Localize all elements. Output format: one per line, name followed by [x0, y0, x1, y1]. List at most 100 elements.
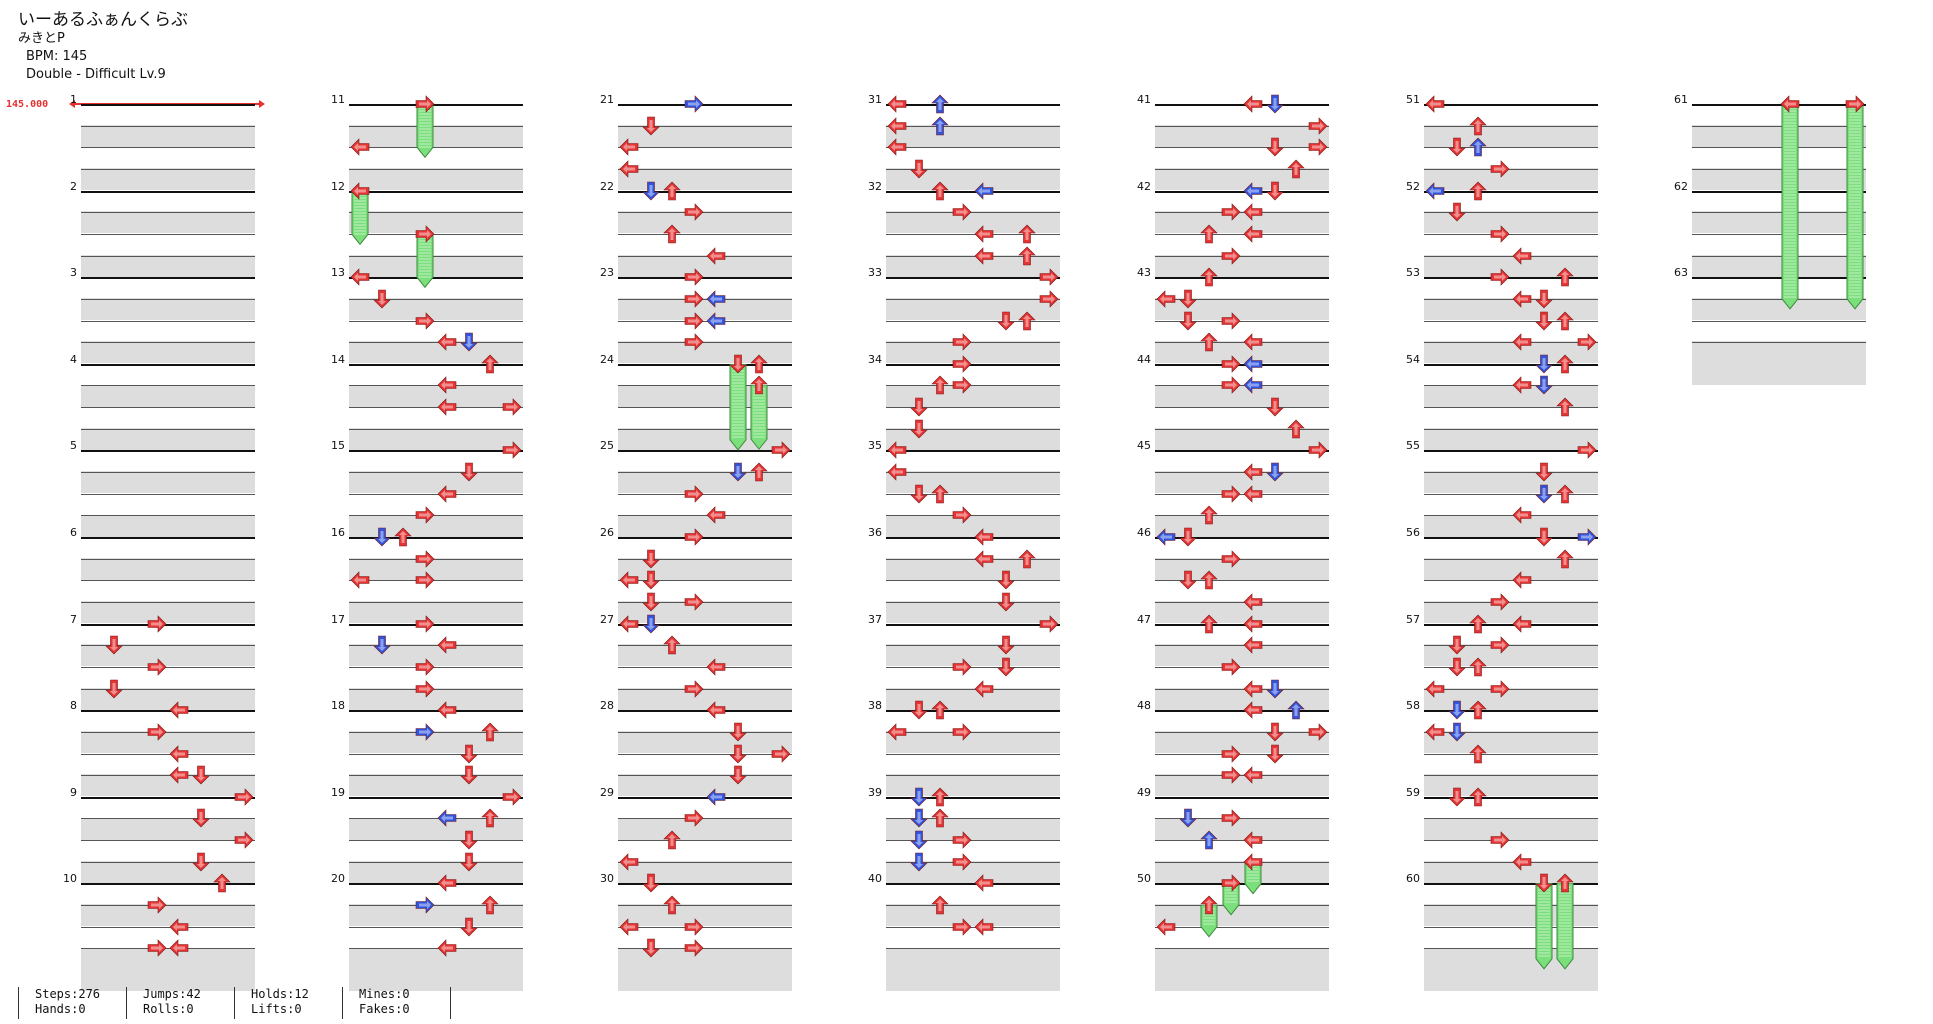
step-arrow-up-red	[931, 484, 950, 503]
beat-band	[1424, 731, 1598, 754]
beat-line	[349, 385, 523, 387]
beat-line	[81, 320, 255, 322]
measure-number: 29	[600, 785, 614, 799]
step-arrow-right-red	[1490, 268, 1510, 286]
beat-line	[81, 861, 255, 863]
beat-line	[1424, 147, 1598, 149]
beat-band	[349, 298, 523, 321]
beat-line	[349, 861, 523, 863]
song-difficulty: Double - Difficult Lv.9	[26, 67, 166, 82]
measure-line	[618, 277, 792, 280]
step-arrow-right-red	[415, 658, 435, 676]
stat-rolls: Rolls:0	[143, 1002, 194, 1016]
step-arrow-down-blue	[1265, 94, 1284, 114]
beat-line	[618, 472, 792, 474]
beat-line	[618, 255, 792, 257]
beat-line	[1155, 905, 1329, 907]
beat-line	[81, 125, 255, 127]
beat-line	[1424, 926, 1598, 928]
beat-line	[349, 666, 523, 668]
beat-band	[1155, 731, 1329, 754]
beat-band	[1424, 514, 1598, 537]
beat-line	[81, 666, 255, 668]
beat-line	[349, 233, 523, 235]
step-arrow-right-red	[684, 809, 704, 828]
step-arrow-down-red	[191, 852, 210, 872]
beat-line	[1155, 515, 1329, 517]
beat-line	[1424, 818, 1598, 820]
step-arrow-right-red	[1490, 831, 1510, 849]
beat-band	[1692, 124, 1866, 147]
step-arrow-down-red	[909, 700, 928, 720]
beat-line	[886, 298, 1060, 300]
beat-band	[349, 817, 523, 840]
measure-line	[1424, 537, 1598, 539]
measure-number: 26	[600, 526, 614, 539]
step-arrow-up-red	[663, 635, 682, 655]
step-arrow-left-red	[1243, 95, 1263, 113]
step-arrow-down-red	[996, 570, 1015, 590]
step-arrow-down-red	[1447, 657, 1466, 677]
step-arrow-down-red	[728, 765, 747, 785]
step-arrow-up-red	[931, 787, 950, 807]
beat-band	[1155, 969, 1329, 992]
beat-line	[1692, 298, 1866, 300]
beat-line	[886, 905, 1060, 907]
step-arrow-up-red	[663, 181, 682, 200]
step-arrow-right-red	[1221, 744, 1241, 763]
step-arrow-up-blue	[1287, 700, 1306, 720]
measure-line	[1424, 883, 1598, 886]
beat-band	[1155, 817, 1329, 840]
beat-line	[618, 753, 792, 755]
beat-line	[81, 298, 255, 300]
beat-line	[81, 515, 255, 517]
beat-line	[349, 580, 523, 582]
step-arrow-down-red	[641, 939, 660, 958]
hold-note	[416, 233, 434, 288]
beat-line	[618, 168, 792, 170]
step-arrow-right-red	[952, 723, 972, 741]
hold-note	[1556, 883, 1574, 970]
step-arrow-down-red	[1178, 527, 1197, 547]
step-arrow-left-blue	[1156, 528, 1176, 546]
step-arrow-down-red	[909, 159, 928, 179]
step-arrow-left-red	[887, 138, 907, 157]
step-arrow-up-red	[1200, 895, 1219, 915]
step-arrow-left-red	[1512, 506, 1532, 525]
measure-number: 59	[1406, 785, 1420, 799]
step-arrow-up-red	[931, 181, 950, 200]
measure-number: 50	[1137, 872, 1151, 886]
beat-band	[1424, 774, 1598, 797]
measure-line	[1424, 104, 1598, 106]
measure-line	[618, 710, 792, 713]
measure-number: 16	[331, 526, 345, 539]
step-arrow-right-red	[1221, 376, 1241, 395]
measure-line	[1424, 190, 1598, 193]
step-arrow-left-red	[706, 701, 726, 719]
step-arrow-up-red	[394, 527, 413, 547]
step-arrow-right-red	[1221, 246, 1241, 265]
step-arrow-left-red	[437, 484, 457, 503]
step-arrow-right-red	[147, 658, 167, 676]
step-arrow-right-red	[415, 679, 435, 698]
measure-number: 2	[70, 179, 77, 193]
step-arrow-left-blue	[1425, 181, 1445, 200]
beat-band	[349, 860, 523, 883]
beat-line	[349, 212, 523, 214]
beat-band	[1155, 514, 1329, 537]
beat-line	[81, 926, 255, 928]
beat-line	[618, 861, 792, 863]
step-arrow-left-red	[1243, 614, 1263, 633]
step-arrow-down-red	[909, 419, 928, 439]
beat-line	[349, 905, 523, 907]
step-arrow-right-red	[147, 896, 167, 914]
step-arrow-down-red	[1534, 311, 1553, 330]
measure-line	[1155, 104, 1329, 106]
measure-line	[81, 104, 255, 106]
step-arrow-up-red	[663, 224, 682, 244]
step-arrow-right-red	[234, 788, 254, 806]
beat-band	[1424, 168, 1598, 191]
beat-band	[81, 947, 255, 970]
beat-band	[886, 969, 1060, 992]
beat-line	[349, 840, 523, 842]
